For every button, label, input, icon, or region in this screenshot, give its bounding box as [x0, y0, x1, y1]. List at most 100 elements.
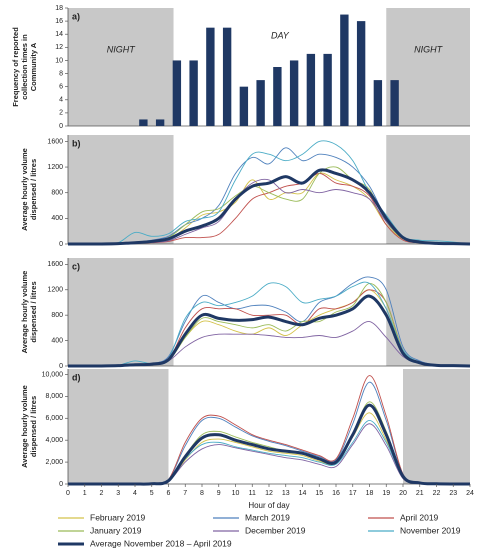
bar — [340, 14, 349, 126]
x-tick-label: 2 — [100, 490, 104, 497]
x-tick-label: 3 — [116, 490, 120, 497]
y-tick-label: 10 — [55, 57, 63, 64]
y-tick-label: 0 — [59, 241, 63, 248]
series-line — [68, 281, 471, 367]
bar — [239, 86, 249, 126]
y-tick-label: 1600 — [47, 138, 63, 145]
legend-label: December 2019 — [245, 525, 306, 535]
night-shade — [386, 258, 470, 366]
y-tick-label: 1600 — [47, 261, 63, 268]
night-shade — [68, 8, 174, 126]
night-shade — [386, 8, 470, 126]
y-axis-label: dispensed / litres — [29, 281, 38, 342]
x-tick-label: 6 — [167, 490, 171, 497]
y-axis-label: Community A — [29, 42, 38, 91]
y-axis-label: collection times in — [20, 34, 29, 100]
bar — [256, 80, 265, 126]
legend-label: March 2019 — [245, 512, 290, 522]
night-shade — [68, 135, 174, 244]
x-tick-label: 20 — [399, 490, 407, 497]
x-tick-label: 24 — [466, 490, 474, 497]
x-tick-label: 16 — [332, 490, 340, 497]
y-axis-label: Average hourly volume — [20, 385, 29, 468]
series-line — [68, 294, 471, 368]
y-tick-label: 8,000 — [45, 393, 63, 400]
y-tick-label: 400 — [51, 215, 63, 222]
x-tick-label: 15 — [315, 490, 323, 497]
x-tick-label: 10 — [232, 490, 240, 497]
y-tick-label: 12 — [55, 44, 63, 51]
y-tick-label: 0 — [59, 481, 63, 488]
y-tick-label: 2,000 — [45, 459, 63, 466]
y-axis-label: dispensed / litres — [29, 396, 38, 457]
x-tick-label: 18 — [366, 490, 374, 497]
series-line — [68, 168, 471, 246]
y-tick-label: 14 — [55, 31, 63, 38]
legend-label: April 2019 — [400, 512, 439, 522]
x-tick-label: 19 — [382, 490, 390, 497]
legend-label: February 2019 — [90, 512, 146, 522]
bar — [189, 60, 198, 126]
panel-label: d) — [72, 372, 81, 382]
bar — [356, 21, 366, 126]
bar — [323, 53, 332, 127]
x-tick-label: 5 — [150, 490, 154, 497]
bar — [206, 27, 215, 127]
annotation: NIGHT — [107, 44, 137, 54]
night-shade — [403, 369, 470, 484]
bar — [172, 60, 182, 126]
y-tick-label: 400 — [51, 337, 63, 344]
x-tick-label: 7 — [183, 490, 187, 497]
bar — [306, 53, 316, 127]
y-tick-label: 4,000 — [45, 437, 63, 444]
y-tick-label: 0 — [59, 123, 63, 130]
bar — [390, 80, 399, 126]
x-tick-label: 11 — [249, 490, 256, 497]
x-tick-label: 22 — [433, 490, 441, 497]
y-tick-label: 800 — [51, 190, 63, 197]
y-tick-label: 4 — [59, 97, 63, 104]
y-axis-label: dispensed / litres — [29, 159, 38, 220]
x-tick-label: 13 — [282, 490, 290, 497]
y-tick-label: 0 — [59, 363, 63, 370]
annotation: DAY — [271, 30, 290, 40]
legend-label: November 2019 — [400, 525, 461, 535]
legend-label: January 2019 — [90, 525, 142, 535]
night-shade — [68, 258, 174, 366]
y-tick-label: 8 — [59, 70, 63, 77]
y-tick-label: 10,000 — [42, 371, 64, 378]
legend-label: Average November 2018 – April 2019 — [90, 538, 232, 548]
panel-label: a) — [72, 11, 80, 21]
x-tick-label: 14 — [299, 490, 307, 497]
x-tick-label: 8 — [200, 490, 204, 497]
x-tick-label: 21 — [416, 490, 424, 497]
panel-label: b) — [72, 138, 81, 148]
y-tick-label: 6 — [59, 84, 63, 91]
x-tick-label: 9 — [217, 490, 221, 497]
x-tick-label: 17 — [349, 490, 357, 497]
y-tick-label: 1200 — [47, 287, 63, 294]
night-shade — [386, 135, 470, 244]
y-tick-label: 18 — [55, 5, 63, 12]
y-tick-label: 1200 — [47, 164, 63, 171]
y-axis-label: Average hourly volume — [20, 148, 29, 231]
bar — [273, 67, 282, 126]
bar — [222, 27, 232, 127]
bar — [289, 60, 299, 126]
bar — [373, 80, 383, 126]
y-axis-label: Average hourly volume — [20, 271, 29, 354]
x-tick-label: 1 — [83, 490, 87, 497]
y-axis-label: Frequency of reported — [11, 27, 20, 107]
y-tick-label: 2 — [59, 110, 63, 117]
x-tick-label: 12 — [265, 490, 273, 497]
bar — [155, 119, 165, 126]
x-tick-label: 0 — [66, 490, 70, 497]
x-tick-label: 4 — [133, 490, 137, 497]
annotation: NIGHT — [414, 44, 444, 54]
y-tick-label: 16 — [55, 18, 63, 25]
x-tick-label: 23 — [449, 490, 457, 497]
night-shade — [68, 369, 169, 484]
y-tick-label: 800 — [51, 312, 63, 319]
x-axis-label: Hour of day — [248, 501, 289, 510]
y-tick-label: 6,000 — [45, 415, 63, 422]
